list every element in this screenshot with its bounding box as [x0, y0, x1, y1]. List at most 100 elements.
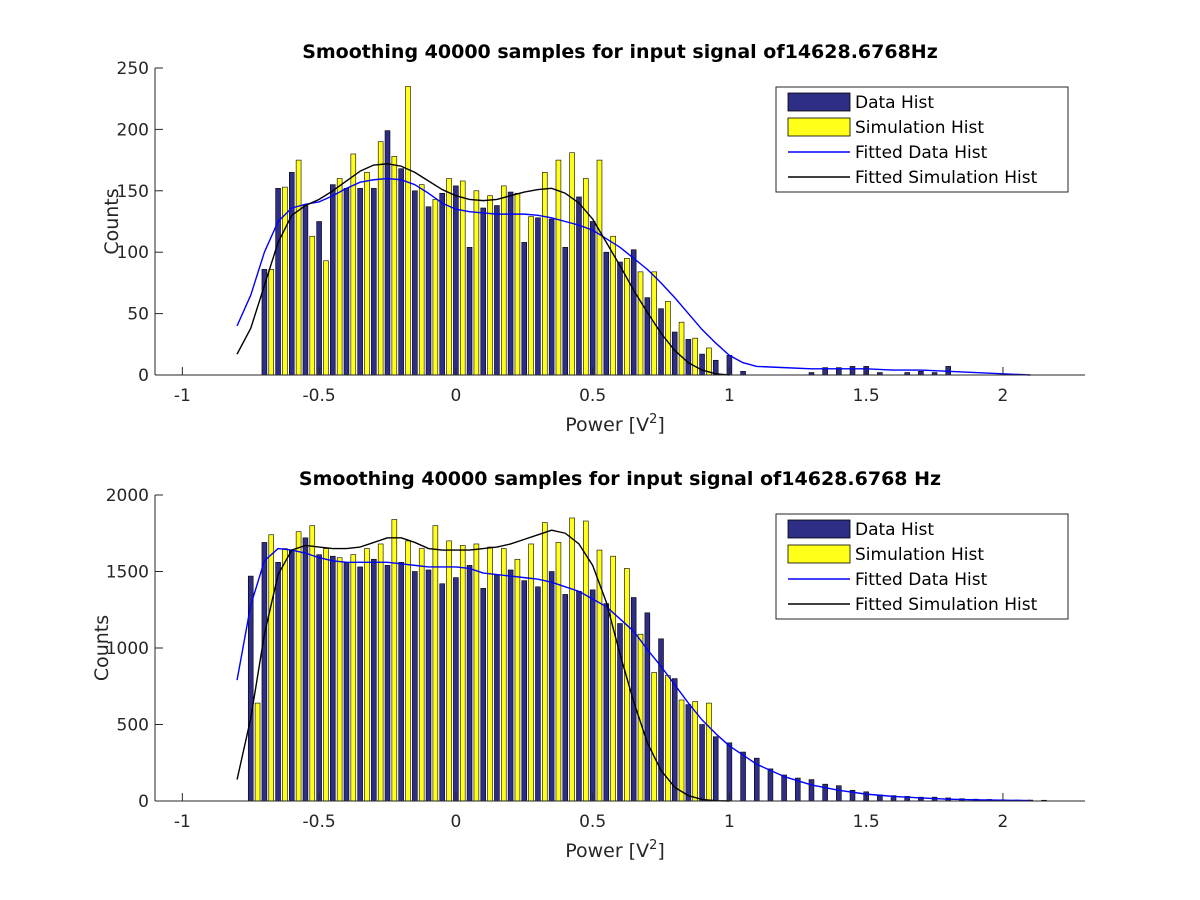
legend-swatch-data-hist [787, 92, 851, 112]
data-hist-bar [425, 206, 432, 376]
fitted-data-curve [236, 547, 1031, 802]
data-hist-bar [808, 779, 815, 802]
data-hist-bar [630, 249, 637, 376]
simulation-hist-bar [500, 548, 507, 802]
legend: Data Hist Simulation Hist Fitted Data Hist… [775, 86, 1069, 193]
data-hist-bar [576, 591, 582, 802]
data-hist-bar [589, 221, 596, 376]
y-tick-label: 200 [117, 120, 149, 140]
data-hist-bar [507, 191, 514, 376]
simulation-hist-bar [665, 675, 671, 802]
data-hist-bar [398, 168, 404, 376]
x-tick-label: -0.5 [303, 386, 336, 406]
y-tick-label: 1500 [106, 563, 149, 583]
data-hist-bar [343, 562, 350, 802]
data-hist-bar [453, 577, 459, 802]
data-hist-bar [343, 188, 350, 376]
x-axis-label-end: ] [657, 414, 664, 436]
x-tick-label: -1 [174, 812, 191, 832]
data-hist-bar [288, 172, 295, 376]
simulation-hist-bar [282, 548, 288, 802]
data-hist-bar [439, 192, 445, 376]
simulation-hist-bar [377, 543, 384, 802]
data-hist-bar [371, 188, 377, 376]
data-hist-bar [699, 724, 705, 802]
chart-panel-1: Smoothing 40000 samples for input signal… [101, 41, 1085, 436]
fitted-simulation-curve [236, 529, 730, 802]
legend-swatch-data-hist [787, 519, 851, 539]
chart-title: Smoothing 40000 samples for input signal… [302, 41, 938, 63]
simulation-hist-bar [377, 141, 384, 376]
legend: Data Hist Simulation Hist Fitted Data Hist… [775, 513, 1069, 620]
data-hist-bar [658, 308, 664, 376]
simulation-hist-bar [418, 548, 425, 802]
data-hist-bar [275, 562, 281, 802]
data-hist-bar [836, 785, 842, 802]
fitted-data-curve [236, 177, 1031, 376]
x-tick-label: 1.5 [853, 812, 880, 832]
x-tick-label: 1 [724, 812, 735, 832]
data-hist-bar [412, 190, 418, 376]
simulation-hist-bar [254, 702, 261, 802]
simulation-hist-bar [405, 540, 411, 802]
x-tick-label: 0.5 [579, 812, 606, 832]
data-hist-bar [316, 221, 322, 376]
simulation-hist-bar [542, 522, 548, 802]
simulation-hist-bar [446, 178, 452, 376]
data-hist-bar [685, 339, 692, 376]
data-hist-bar [535, 217, 541, 376]
data-hist-bar [261, 542, 268, 802]
data-hist-bar [589, 589, 596, 802]
y-tick-label: 0 [138, 792, 149, 812]
simulation-hist-bar [350, 153, 357, 376]
simulation-hist-bar [391, 519, 398, 802]
data-hist-bar [412, 571, 418, 802]
data-hist-bar [507, 569, 514, 802]
data-hist-bar [562, 246, 569, 376]
simulation-hist-bar [336, 178, 343, 376]
data-hist-bar [699, 353, 705, 376]
simulation-hist-bar [364, 172, 370, 376]
data-hist-bar [521, 242, 528, 376]
data-hist-bar [617, 261, 623, 376]
data-hist-bar [767, 768, 774, 802]
simulation-hist-bar [610, 555, 616, 802]
simulation-hist-bar [514, 192, 521, 376]
simulation-hist-bar [678, 321, 685, 376]
simulation-hist-bar [268, 534, 275, 802]
simulation-hist-bar [391, 156, 398, 376]
simulation-hist-bar [569, 517, 575, 802]
data-hist-bar [548, 218, 555, 376]
y-tick-label: 500 [117, 716, 149, 736]
y-axis-label: Counts [101, 188, 123, 254]
simulation-hist-bar [706, 702, 712, 802]
x-axis-label-superscript: 2 [649, 412, 657, 427]
simulation-hist-bar [542, 172, 548, 376]
data-hist-bar [548, 571, 555, 802]
data-hist-bar [849, 366, 856, 376]
x-tick-label: 2 [998, 812, 1009, 832]
legend-label: Data Hist [855, 520, 934, 540]
data-hist-bar [275, 188, 281, 376]
x-axis-label: Power [V2] [565, 412, 665, 436]
data-hist-bar [535, 586, 541, 802]
data-hist-bar [671, 331, 678, 376]
data-hist-bar [439, 583, 445, 802]
data-hist-bar [480, 207, 486, 376]
x-axis-label-superscript: 2 [649, 838, 657, 853]
x-tick-label: -0.5 [303, 812, 336, 832]
data-hist-bar [712, 736, 719, 802]
data-hist-bar [726, 742, 733, 802]
simulation-hist-bar [336, 557, 343, 802]
simulation-hist-bar [528, 543, 534, 802]
simulation-hist-bar [418, 184, 425, 376]
data-hist-bar [466, 565, 473, 802]
y-tick-label: 150 [117, 182, 149, 202]
x-axis-label-end: ] [657, 840, 664, 862]
simulation-hist-bar [487, 195, 493, 376]
y-tick-label: 100 [117, 243, 149, 263]
simulation-hist-bar [323, 548, 329, 802]
simulation-hist-bar [583, 520, 589, 802]
data-hist-bar [330, 555, 336, 802]
legend-label: Fitted Simulation Hist [855, 595, 1038, 615]
